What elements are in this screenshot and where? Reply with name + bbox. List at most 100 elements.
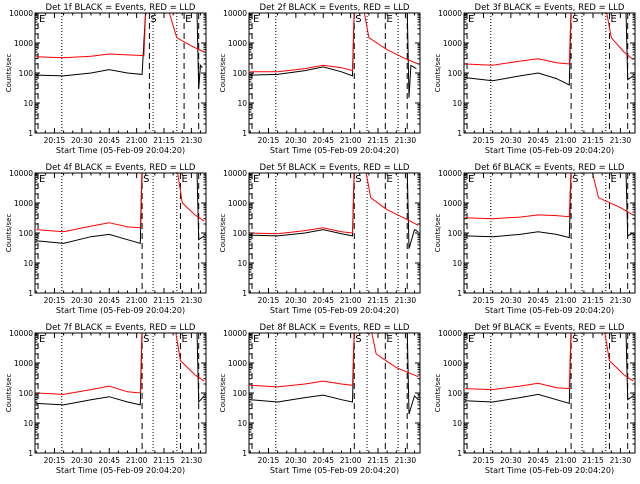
marker-label: E	[610, 174, 616, 185]
x-tick-label: 20:45	[98, 296, 120, 305]
marker-label: E	[39, 14, 45, 25]
x-axis-label: Start Time (05-Feb-09 20:04:20)	[270, 306, 399, 315]
plot-title: Det 8f BLACK = Events, RED = LLD	[260, 323, 410, 333]
plot-frame	[34, 12, 207, 134]
y-tick-label: 10000	[438, 169, 462, 178]
detector-plot: Det 8f BLACK = Events, RED = LLD Start Ti…	[219, 323, 421, 475]
detector-plot: Det 3f BLACK = Events, RED = LLD Start Ti…	[434, 3, 636, 155]
y-tick-label: 100	[19, 229, 34, 238]
y-axis-label: Counts/sec	[219, 54, 227, 93]
marker-label: E	[39, 174, 45, 185]
marker-label: S	[143, 174, 149, 185]
x-tick-label: 20:45	[312, 136, 334, 145]
y-axis-label: Counts/sec	[5, 374, 13, 413]
marker-label: S	[143, 334, 149, 345]
x-tick-label: 21:15	[153, 136, 175, 145]
x-tick-label: 20:30	[71, 296, 93, 305]
y-tick-label: 1	[457, 129, 462, 138]
x-tick-label: 21:15	[153, 296, 175, 305]
x-tick-label: 20:45	[527, 296, 549, 305]
plot-title: Det 1f BLACK = Events, RED = LLD	[46, 3, 196, 13]
x-tick-label: 21:15	[582, 456, 604, 465]
y-tick-label: 1	[28, 129, 33, 138]
y-axis-label: Counts/sec	[219, 214, 227, 253]
y-tick-label: 100	[19, 389, 34, 398]
data-series-line	[250, 13, 419, 73]
x-tick-label: 20:30	[285, 136, 307, 145]
y-tick-label: 10000	[223, 329, 247, 338]
x-tick-label: 21:00	[126, 456, 148, 465]
x-tick-label: 20:15	[258, 296, 280, 305]
y-tick-label: 100	[233, 389, 248, 398]
x-tick-label: 21:15	[153, 456, 175, 465]
x-tick-label: 21:15	[367, 456, 389, 465]
marker-label: S	[572, 14, 578, 25]
x-tick-label: 21:15	[582, 296, 604, 305]
x-tick-label: 21:15	[367, 136, 389, 145]
y-tick-label: 10	[23, 419, 33, 428]
x-tick-label: 21:30	[181, 296, 203, 305]
y-tick-label: 10	[452, 419, 462, 428]
y-tick-label: 100	[448, 389, 463, 398]
y-tick-label: 100	[233, 229, 248, 238]
y-tick-label: 10	[237, 259, 247, 268]
y-tick-label: 1000	[14, 39, 33, 48]
x-tick-label: 21:30	[181, 456, 203, 465]
y-tick-label: 10000	[9, 329, 33, 338]
x-tick-label: 20:15	[258, 136, 280, 145]
y-axis-label: Counts/sec	[219, 374, 227, 413]
x-tick-label: 21:00	[340, 456, 362, 465]
x-tick-label: 20:30	[285, 296, 307, 305]
marker-label: E	[610, 14, 616, 25]
marker-label: E	[386, 14, 392, 25]
y-tick-label: 100	[448, 229, 463, 238]
x-tick-label: 21:30	[395, 296, 417, 305]
data-series-line	[465, 333, 634, 405]
y-tick-label: 10	[23, 259, 33, 268]
data-series-line	[36, 13, 203, 89]
data-series-line	[36, 173, 205, 233]
y-tick-label: 1000	[14, 359, 33, 368]
x-tick-label: 20:30	[71, 136, 93, 145]
plot-frame	[248, 172, 421, 294]
x-tick-label: 20:15	[258, 456, 280, 465]
x-axis-label: Start Time (05-Feb-09 20:04:20)	[485, 466, 614, 475]
y-tick-label: 10	[452, 259, 462, 268]
marker-label: E	[468, 334, 474, 345]
detector-plot: Det 7f BLACK = Events, RED = LLD Start Ti…	[5, 323, 207, 475]
detector-plot: Det 6f BLACK = Events, RED = LLD Start Ti…	[434, 163, 636, 315]
x-tick-label: 21:30	[610, 136, 632, 145]
x-tick-label: 21:30	[395, 136, 417, 145]
x-tick-label: 20:45	[312, 456, 334, 465]
detector-plot: Det 9f BLACK = Events, RED = LLD Start Ti…	[434, 323, 636, 475]
marker-label: E	[468, 14, 474, 25]
data-series-line	[250, 173, 419, 235]
x-tick-label: 20:45	[98, 136, 120, 145]
y-axis-label: Counts/sec	[5, 214, 13, 253]
x-tick-label: 20:15	[473, 456, 495, 465]
x-tick-label: 21:00	[126, 136, 148, 145]
x-tick-label: 21:00	[126, 296, 148, 305]
x-tick-label: 20:15	[473, 136, 495, 145]
y-axis-label: Counts/sec	[434, 54, 442, 93]
plot-title: Det 7f BLACK = Events, RED = LLD	[46, 323, 196, 333]
x-axis-label: Start Time (05-Feb-09 20:04:20)	[56, 146, 185, 155]
y-tick-label: 100	[19, 69, 34, 78]
data-series-line	[250, 333, 419, 388]
data-series-line	[36, 13, 205, 59]
plot-title: Det 9f BLACK = Events, RED = LLD	[475, 323, 625, 333]
x-axis-label: Start Time (05-Feb-09 20:04:20)	[56, 466, 185, 475]
marker-label: S	[150, 14, 156, 25]
plot-title: Det 2f BLACK = Events, RED = LLD	[260, 3, 410, 13]
y-tick-label: 1000	[443, 359, 462, 368]
x-tick-label: 21:30	[610, 456, 632, 465]
y-tick-label: 10	[23, 99, 33, 108]
marker-label: E	[386, 174, 392, 185]
x-tick-label: 20:45	[312, 296, 334, 305]
y-tick-label: 1000	[443, 199, 462, 208]
y-tick-label: 1000	[228, 39, 247, 48]
x-tick-label: 20:45	[527, 456, 549, 465]
y-tick-label: 1	[28, 449, 33, 458]
x-tick-label: 20:15	[473, 296, 495, 305]
marker-label: S	[355, 174, 361, 185]
